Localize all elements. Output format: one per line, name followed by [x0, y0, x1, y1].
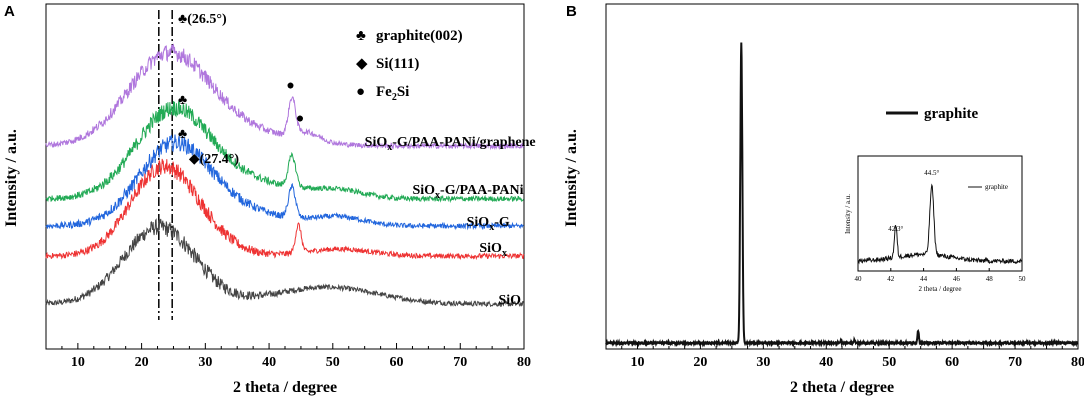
panel-a-tick-label: 50 [326, 355, 340, 370]
panel-b-tick-label: 60 [945, 355, 959, 370]
inset-graphite-curve [857, 183, 1023, 265]
annotation-5: ● [296, 111, 304, 126]
panel-a-legend: ♣ graphite(002) ◆ Si(111) ● Fe2Si [356, 28, 463, 103]
curve-label-2: SiOx-G [467, 215, 510, 233]
graphite-curve [605, 42, 1079, 348]
panel-b-tick-label: 30 [756, 355, 770, 370]
panel-a-y-axis-title: Intensity / a.u. [3, 129, 20, 227]
panel-b-y-axis-title: Intensity / a.u. [563, 129, 580, 227]
curve-label-4: SiOx-G/PAA-PANi/graphene [365, 135, 536, 153]
annotation-3: ◆(27.4°) [189, 152, 240, 167]
panel-b-tick-label: 10 [630, 355, 644, 370]
panel-a-frame [45, 3, 525, 350]
annotation-1: ♣ [178, 93, 187, 108]
panel-a-x-ticks: 10 20 30 40 50 60 70 80 [45, 343, 531, 370]
curve-2 [45, 134, 524, 231]
annotation-2: ♣ [178, 127, 187, 142]
panel-b-legend-label: graphite [924, 106, 979, 122]
panel-b-tick-label: 70 [1008, 355, 1022, 370]
inset-x-axis-title: 2 theta / degree [919, 285, 962, 293]
panel-b-x-axis-title: 2 theta / degree [790, 379, 894, 396]
panel-a: A SiO SiOx SiOx-G SiOx-G/PAA-PANi SiOx-G/PAA… [3, 3, 536, 396]
panel-a-tick-label: 40 [262, 355, 276, 370]
inset-tick-label: 46 [953, 275, 961, 283]
curve-0 [45, 218, 525, 308]
inset-curve [857, 183, 1023, 265]
panel-b-label: B [566, 3, 577, 20]
panel-a-tick-label: 60 [390, 355, 404, 370]
legend-label-1: Si(111) [376, 56, 419, 72]
legend-label-0: graphite(002) [376, 28, 463, 44]
panel-a-tick-label: 10 [71, 355, 85, 370]
inset-peak-label-1: 44.5° [924, 169, 939, 177]
panel-a-tick-label: 20 [135, 355, 149, 370]
legend-symbol-2: ● [356, 84, 365, 100]
curve-label-3: SiOx-G/PAA-PANi [412, 183, 523, 201]
inset-tick-label: 48 [986, 275, 994, 283]
panel-b-x-ticks: 10 20 30 40 50 60 70 80 [605, 343, 1084, 370]
panel-b-tick-label: 20 [693, 355, 707, 370]
annotation-4: ● [286, 79, 294, 94]
panel-b: B 10 20 30 40 50 60 70 80 graphite 2 theta / de… [563, 3, 1084, 396]
panel-a-tick-label: 70 [453, 355, 467, 370]
inset-peak-label-0: 42.3° [888, 225, 903, 233]
curve-label-0: SiO [499, 293, 522, 308]
panel-a-label: A [4, 3, 15, 20]
legend-symbol-0: ♣ [356, 28, 366, 44]
curve-1 [45, 158, 525, 261]
inset-tick-label: 42 [887, 275, 895, 283]
panel-b-tick-label: 50 [882, 355, 896, 370]
inset-tick-label: 44 [920, 275, 928, 283]
panel-b-inset: 40 42 44 46 48 50 42.3° 44.5° graphite 2 theta… [844, 155, 1027, 293]
panel-a-tick-label: 30 [198, 355, 212, 370]
inset-tick-label: 50 [1019, 275, 1027, 283]
panel-b-legend: graphite [886, 106, 979, 122]
inset-tick-label: 40 [855, 275, 863, 283]
curve-3 [45, 99, 524, 204]
inset-frame [857, 155, 1023, 272]
panel-a-annotations: ♣(26.5°)♣♣◆(27.4°)●● [178, 12, 304, 167]
panel-b-curves [605, 42, 1079, 348]
legend-symbol-1: ◆ [356, 56, 368, 72]
panel-a-tick-label: 80 [517, 355, 531, 370]
curve-label-1: SiOx [479, 241, 507, 259]
inset-x-ticks: 40 42 44 46 48 50 [855, 268, 1027, 283]
panel-b-tick-label: 40 [819, 355, 833, 370]
panel-a-curves [45, 43, 525, 308]
panel-a-curve-labels: SiO SiOx SiOx-G SiOx-G/PAA-PANi SiOx-G/PAA-P… [365, 135, 536, 308]
panel-b-tick-label: 80 [1071, 355, 1084, 370]
inset-legend-label: graphite [985, 183, 1008, 191]
annotation-0: ♣(26.5°) [178, 12, 227, 27]
inset-y-axis-title: Intensity / a.u. [844, 194, 852, 234]
panel-a-x-axis-title: 2 theta / degree [233, 379, 337, 396]
inset-peak-labels: 42.3° 44.5° [888, 169, 939, 233]
curve-4 [45, 43, 525, 151]
legend-label-2: Fe2Si [376, 84, 409, 103]
